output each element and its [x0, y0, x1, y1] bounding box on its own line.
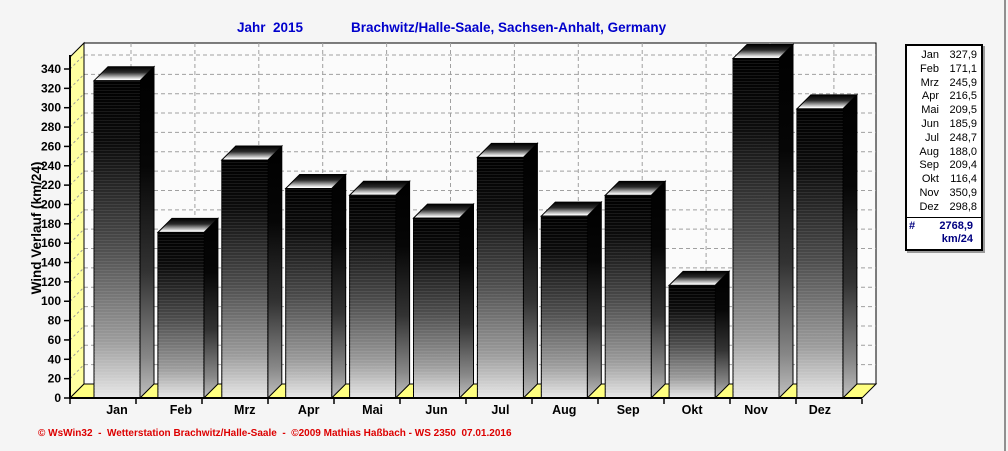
legend-month-value: 327,9: [949, 49, 977, 61]
legend-divider: [907, 216, 981, 218]
x-tick-label-Apr: Apr: [298, 403, 320, 417]
x-tick-label-Mrz: Mrz: [234, 403, 256, 417]
y-tick-label: 260: [41, 139, 61, 153]
bars: [92, 43, 859, 400]
legend-row: Jul 248,7: [909, 132, 977, 146]
y-tick-label: 20: [48, 372, 62, 386]
x-tick-label-Okt: Okt: [682, 403, 704, 417]
legend-total-symbol: #: [909, 219, 916, 232]
legend-row: Okt 116,4: [909, 173, 977, 187]
y-axis: 0 20 40 60 80 100 120 140 160 180 200 220 240 260 280 3…: [29, 55, 71, 405]
legend-month-value: 298,8: [949, 200, 977, 213]
bar-Apr: [284, 173, 347, 400]
legend-month-label: Nov: [919, 186, 939, 199]
y-tick-label: 220: [41, 178, 61, 192]
legend-month-label: Jun: [921, 117, 939, 130]
bar-Mai: [348, 180, 411, 400]
bar-Dez: [795, 93, 859, 400]
y-tick-label: 140: [41, 256, 61, 270]
x-tick-label-Jul: Jul: [491, 403, 509, 417]
legend-row: Mai 209,5: [909, 104, 977, 118]
y-axis-title: Wind Verlauf (km/24): [29, 162, 44, 295]
x-axis: Jan Feb Mrz Apr Mai Jun Jul Aug Sep Okt Nov Dez: [69, 397, 863, 417]
x-tick-label-Jun: Jun: [425, 403, 447, 417]
legend-total-value: 2768,9: [939, 219, 973, 232]
legend-month-label: Sep: [919, 159, 939, 172]
legend-month-value: 116,4: [950, 173, 977, 186]
legend-month-value: 245,9: [949, 76, 977, 89]
chart-year-title: Jahr 2015: [237, 20, 304, 35]
bar-Feb: [156, 217, 220, 400]
x-tick-label-Dez: Dez: [809, 403, 831, 417]
y-tick-label: 60: [48, 333, 62, 347]
bar-Sep: [603, 180, 667, 400]
copyright-footer: © WsWin32 - Wetterstation Brachwitz/Hall…: [38, 428, 512, 439]
bar-Jan: [92, 65, 156, 400]
bar-Aug: [540, 200, 603, 400]
x-tick-label-Feb: Feb: [170, 403, 193, 417]
x-tick-label-Jan: Jan: [106, 403, 128, 417]
window-right-edge: [1004, 0, 1006, 451]
monthly-values-legend: Jan 327,9 Feb 171,1 Mrz 245,9 Apr 216,5 Mai 209,5…: [905, 44, 983, 252]
legend-month-value: 350,9: [949, 186, 977, 199]
y-tick-label: 240: [41, 159, 61, 173]
legend-month-label: Mai: [921, 104, 939, 117]
y-tick-label: 200: [41, 197, 61, 211]
bar-Okt: [667, 270, 731, 400]
y-tick-label: 340: [41, 62, 61, 76]
chart-location-title: Brachwitz/Halle-Saale, Sachsen-Anhalt, G…: [351, 20, 667, 35]
legend-month-label: Dez: [919, 200, 939, 213]
y-tick-label: 100: [41, 294, 61, 308]
legend-row: Jan 327,9: [909, 49, 977, 63]
y-tick-label: 180: [41, 217, 61, 231]
legend-row: Apr 216,5: [909, 90, 977, 104]
x-tick-label-Mai: Mai: [362, 403, 383, 417]
x-tick-label-Nov: Nov: [744, 403, 768, 417]
legend-row: Feb 171,1: [909, 63, 977, 77]
legend-month-label: Jul: [924, 131, 939, 144]
legend-row: Aug 188,0: [909, 146, 977, 160]
legend-month-value: 185,9: [949, 117, 977, 130]
legend-month-label: Feb: [920, 62, 939, 75]
y-tick-label: 320: [41, 81, 61, 95]
y-tick-label: 300: [41, 101, 61, 115]
legend-month-label: Apr: [921, 90, 939, 103]
legend-row: Dez 298,8: [909, 201, 977, 215]
legend-month-value: 209,5: [949, 104, 977, 117]
legend-row: Mrz 245,9: [909, 77, 977, 91]
legend-row: Sep 209,4: [909, 159, 977, 173]
bar-Jul: [476, 142, 539, 400]
legend-month-label: Okt: [921, 173, 939, 186]
left-wall: [69, 41, 85, 400]
legend-month-value: 188,0: [949, 145, 977, 158]
y-tick-label: 280: [41, 120, 61, 134]
legend-month-label: Jan: [921, 49, 939, 61]
legend-row: Nov 350,9: [909, 187, 977, 201]
legend-month-label: Aug: [919, 145, 939, 158]
bar-Mrz: [220, 144, 284, 400]
legend-month-value: 209,4: [949, 159, 977, 172]
legend-month-value: 216,5: [949, 90, 977, 103]
bar-Jun: [412, 202, 475, 400]
y-tick-label: 80: [48, 314, 62, 328]
y-tick-label: 0: [54, 391, 61, 405]
y-tick-label: 40: [48, 352, 62, 366]
x-tick-label-Aug: Aug: [552, 403, 576, 417]
legend-row: Jun 185,9: [909, 118, 977, 132]
legend-total-row: #2768,9: [909, 220, 977, 234]
legend-month-value: 171,1: [949, 62, 977, 75]
legend-month-value: 248,7: [949, 131, 977, 144]
y-tick-label: 160: [41, 236, 61, 250]
legend-month-label: Mrz: [920, 76, 939, 89]
bar-Nov: [731, 43, 795, 400]
legend-total-unit: km/24: [941, 233, 973, 246]
y-tick-label: 120: [41, 275, 61, 289]
x-tick-label-Sep: Sep: [617, 403, 640, 417]
legend-total-unit-row: km/24: [909, 233, 977, 247]
